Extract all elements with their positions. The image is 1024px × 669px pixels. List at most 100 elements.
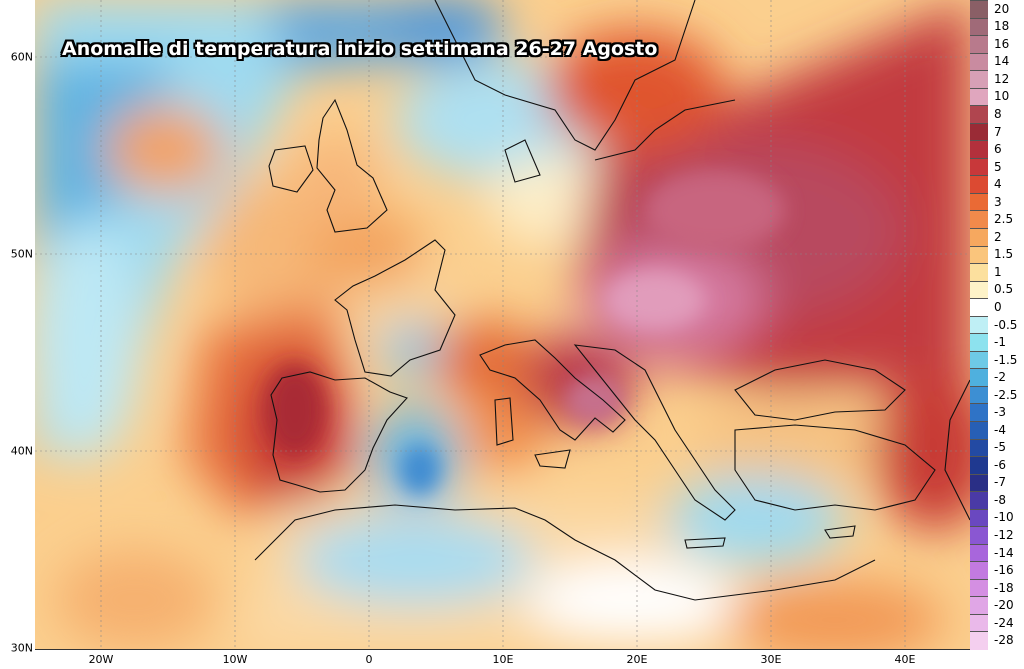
lon-label: 10W <box>222 653 248 666</box>
france-coast <box>334 239 456 377</box>
legend-label: 12 <box>994 71 1010 86</box>
legend-label: 3 <box>994 194 1002 209</box>
lon-label: 20E <box>626 653 648 666</box>
legend-swatch <box>970 368 988 387</box>
lat-label: 50N <box>10 247 33 261</box>
legend-swatch <box>970 350 988 370</box>
lat-label: 30N <box>10 641 33 655</box>
legend-swatch <box>970 140 988 159</box>
legend-swatch <box>970 210 988 230</box>
cyprus-coast <box>824 525 856 539</box>
legend-swatch <box>970 263 988 282</box>
legend-swatch <box>970 526 988 545</box>
graticule <box>35 0 970 649</box>
legend-label: 18 <box>994 19 1010 34</box>
legend-swatch <box>970 52 988 72</box>
legend-label: -24 <box>994 615 1014 630</box>
lon-label: 0 <box>365 653 373 666</box>
color-legend: 20 18 16 14 12 10 8 7 6 5 4 3 2.5 2 1.5 1 0.5 0 -0.5 -1 -1.5… <box>970 0 1024 650</box>
turkey-coast <box>734 424 936 511</box>
legend-swatch <box>970 333 988 352</box>
anomaly-peaks <box>265 170 785 495</box>
legend-label: -2.5 <box>994 387 1018 402</box>
legend-label: 7 <box>994 124 1002 139</box>
lat-label: 60N <box>10 50 33 64</box>
latitude-axis: 60N 50N 40N 30N <box>0 0 33 669</box>
coastlines <box>254 0 970 601</box>
scandinavia-coast <box>434 0 696 151</box>
legend-label: 1.5 <box>994 247 1014 262</box>
legend-label: -2 <box>994 370 1006 385</box>
legend-swatch <box>970 473 988 493</box>
ireland-coast <box>268 145 314 193</box>
legend-label: 2.5 <box>994 212 1014 227</box>
italy-coast <box>479 339 626 441</box>
britain-coast <box>316 98 388 233</box>
legend-swatch <box>970 105 988 124</box>
temperature-anomaly-map <box>35 0 970 649</box>
legend-swatch <box>970 508 988 528</box>
legend-swatch <box>970 385 988 405</box>
legend-label: -28 <box>994 633 1014 648</box>
legend-label: 8 <box>994 107 1002 121</box>
denmark-coast <box>504 139 541 183</box>
legend-swatch <box>970 298 988 317</box>
north-africa-coast <box>254 504 876 601</box>
legend-swatch <box>970 456 988 475</box>
legend-label: -5 <box>994 440 1006 455</box>
legend-swatch <box>970 17 988 37</box>
iberia-coast <box>270 371 408 493</box>
legend-swatch <box>970 543 988 563</box>
lat-label: 40N <box>10 444 33 458</box>
balkans-coast <box>573 344 736 521</box>
crete-coast <box>684 537 726 549</box>
anomaly-field <box>35 0 970 649</box>
legend-swatch <box>970 122 988 142</box>
legend-label: -14 <box>994 545 1014 560</box>
legend-label: -12 <box>994 527 1014 542</box>
legend-swatch <box>970 315 988 335</box>
legend-swatch <box>970 228 988 247</box>
legend-swatch <box>970 613 988 633</box>
legend-label: -3 <box>994 405 1006 420</box>
lon-label: 40E <box>894 653 916 666</box>
legend-swatch <box>970 245 988 265</box>
legend-label: 20 <box>994 1 1010 16</box>
sardinia-coast <box>494 397 514 446</box>
sicily-coast <box>534 449 571 469</box>
legend-label: -18 <box>994 580 1014 595</box>
legend-label: 10 <box>994 89 1010 104</box>
legend-label: 1 <box>994 264 1002 279</box>
legend-label: -8 <box>994 492 1006 507</box>
legend-label: 2 <box>994 229 1002 244</box>
legend-swatch <box>970 192 988 212</box>
legend-label: -4 <box>994 422 1006 437</box>
map-panel <box>35 0 971 650</box>
lon-label: 20W <box>88 653 114 666</box>
legend-swatch <box>970 491 988 510</box>
legend-label: -0.5 <box>994 317 1018 332</box>
legend-swatch <box>970 0 988 19</box>
legend-swatch <box>970 420 988 440</box>
map-title: Anomalie di temperatura inizio settimana… <box>62 38 658 60</box>
legend-swatch <box>970 280 988 300</box>
legend-label: -7 <box>994 475 1006 490</box>
legend-swatch <box>970 70 988 89</box>
legend-label: -1 <box>994 335 1006 350</box>
legend-swatch <box>970 578 988 598</box>
legend-swatch <box>970 438 988 458</box>
caspian-coast <box>944 379 970 521</box>
legend-swatch <box>970 403 988 422</box>
legend-label: -1.5 <box>994 352 1018 367</box>
legend-label: -16 <box>994 563 1014 578</box>
legend-swatch <box>970 87 988 107</box>
legend-swatch <box>970 631 988 650</box>
legend-label: 5 <box>994 159 1002 174</box>
legend-swatch <box>970 561 988 580</box>
lon-label: 30E <box>760 653 782 666</box>
legend-swatch <box>970 596 988 615</box>
black-sea-coast <box>734 359 906 421</box>
legend-label: 14 <box>994 54 1010 69</box>
legend-label: 0 <box>994 299 1002 314</box>
legend-label: 16 <box>994 36 1010 51</box>
